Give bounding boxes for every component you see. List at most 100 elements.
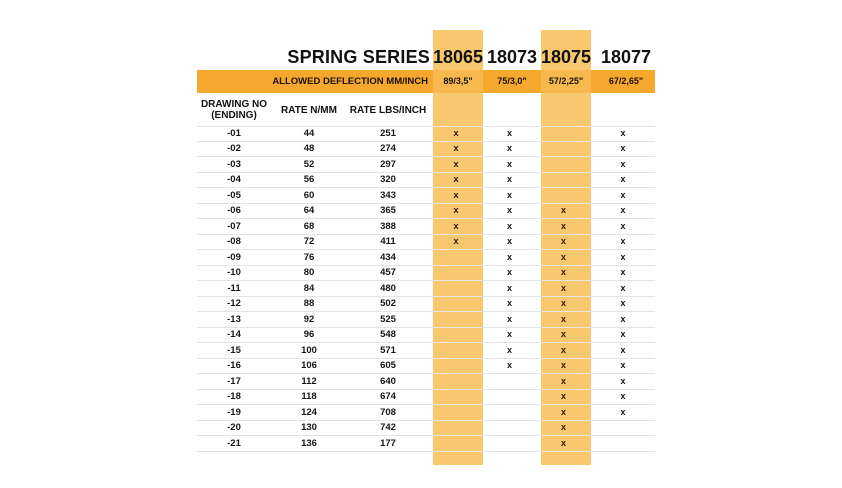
mark-cell-18075: x	[560, 298, 566, 309]
mark-cell-18073: x	[506, 158, 512, 169]
mark-cell-18077: x	[620, 298, 626, 309]
drawing-no-cell: -20	[227, 422, 241, 433]
mark-cell-18065: x	[453, 128, 459, 139]
mark-cell-18073: x	[506, 236, 512, 247]
mark-cell-18075: x	[560, 282, 566, 293]
rate-lbs-cell: 480	[380, 282, 396, 294]
deflection-banner-label: ALLOWED DEFLECTION MM/INCH	[272, 76, 428, 87]
mark-cell-18073: x	[506, 143, 512, 154]
mark-cell-18075: x	[560, 236, 566, 247]
mark-cell-18077: x	[620, 406, 626, 417]
rate-lbs-cell: 343	[380, 189, 396, 201]
rate-nmm-cell: 76	[303, 251, 315, 263]
mark-cell-18075: x	[560, 422, 566, 433]
mark-cell-18075: x	[560, 251, 566, 262]
drawing-no-cell: -06	[227, 205, 241, 216]
series-label-18077: 18077	[600, 47, 652, 67]
table-row: -15 100 571 x x x	[197, 343, 655, 359]
table-row: -13 92 525 x x x	[197, 312, 655, 328]
table-row: -16 106 605 x x x	[197, 359, 655, 374]
drawing-no-cell: -10	[227, 267, 241, 278]
series-label-18065: 18065	[432, 47, 484, 67]
mark-cell-18077: x	[620, 360, 626, 371]
mark-cell-18073: x	[506, 360, 512, 371]
mark-cell-18075: x	[560, 391, 566, 402]
table-row: -21 136 177 x	[197, 436, 655, 452]
rate-lbs-cell: 434	[380, 251, 396, 263]
rate-lbs-cell: 640	[380, 375, 396, 387]
rate-nmm-cell: 52	[303, 158, 315, 170]
rate-nmm-cell: 124	[301, 406, 317, 418]
rate-nmm-cell: 130	[301, 422, 317, 433]
mark-cell-18073: x	[506, 220, 512, 231]
mark-cell-18077: x	[620, 158, 626, 169]
column-header-row: DRAWING NO (ENDING) RATE N/MM RATE LBS/I…	[197, 94, 655, 126]
table-row: -11 84 480 x x x	[197, 281, 655, 297]
rate-lbs-cell: 548	[380, 329, 396, 340]
rate-lbs-cell: 571	[380, 344, 396, 356]
mark-cell-18065: x	[453, 236, 459, 247]
table-title: SPRING SERIES	[287, 47, 430, 67]
mark-cell-18065: x	[453, 189, 459, 200]
rate-lbs-cell: 502	[380, 298, 396, 309]
banner-highlight-18065	[433, 70, 483, 93]
table-row: -08 72 411 x x x x	[197, 235, 655, 250]
rate-nmm-cell: 112	[301, 375, 317, 387]
rate-lbs-cell: 674	[380, 391, 396, 402]
rate-lbs-cell: 605	[380, 360, 396, 371]
table-row: -17 112 640 x x	[197, 374, 655, 390]
table-row: -12 88 502 x x x	[197, 297, 655, 312]
mark-cell-18077: x	[620, 205, 626, 216]
rate-lbs-cell: 274	[380, 143, 396, 154]
drawing-no-cell: -21	[227, 437, 241, 449]
mark-cell-18077: x	[620, 251, 626, 262]
mark-cell-18065: x	[453, 174, 459, 185]
rate-lbs-cell: 251	[380, 128, 396, 139]
mark-cell-18073: x	[506, 189, 512, 200]
rate-lbs-cell: 365	[380, 205, 396, 216]
series-label-18075: 18075	[540, 47, 592, 67]
rate-lbs-cell: 411	[380, 236, 396, 247]
table-row: -10 80 457 x x x	[197, 266, 655, 281]
rate-nmm-cell: 84	[303, 282, 315, 294]
drawing-no-cell: -11	[227, 282, 241, 294]
drawing-no-cell: -09	[227, 251, 241, 263]
mark-cell-18077: x	[620, 174, 626, 185]
rate-lbs-cell: 525	[380, 313, 396, 325]
rate-nmm-cell: 100	[301, 344, 317, 356]
drawing-no-cell: -15	[227, 344, 241, 356]
table-row: -04 56 320 x x x	[197, 173, 655, 188]
mark-cell-18065: x	[453, 158, 459, 169]
mark-cell-18075: x	[560, 375, 566, 386]
rate-nmm-cell: 72	[303, 236, 315, 247]
table-row: -03 52 297 x x x	[197, 157, 655, 173]
mark-cell-18077: x	[620, 344, 626, 355]
series-header-row: SPRING SERIES 18065 18073 18075 18077	[197, 45, 655, 69]
table-row: -07 68 388 x x x x	[197, 219, 655, 235]
drawing-no-cell: -02	[227, 143, 241, 154]
drawing-no-cell: -17	[227, 375, 241, 387]
drawing-no-cell: -14	[227, 329, 241, 340]
deflection-value-18077: 67/2,65"	[608, 76, 644, 86]
drawing-no-cell: -07	[227, 220, 241, 232]
banner-highlight-18075	[541, 70, 591, 93]
drawing-no-cell: -04	[227, 174, 241, 185]
mark-cell-18075: x	[560, 220, 566, 231]
rate-nmm-cell: 96	[303, 329, 315, 340]
table-row: -14 96 548 x x x	[197, 328, 655, 343]
mark-cell-18073: x	[506, 128, 512, 139]
mark-cell-18077: x	[620, 329, 626, 340]
rate-nmm-cell: 106	[301, 360, 317, 371]
rate-nmm-cell: 48	[303, 143, 315, 154]
drawing-no-cell: -03	[227, 158, 241, 170]
rate-lbs-cell: 388	[380, 220, 396, 232]
rate-lbs-cell: 708	[380, 406, 396, 418]
mark-cell-18077: x	[620, 391, 626, 402]
mark-cell-18075: x	[560, 313, 566, 324]
rate-nmm-cell: 92	[303, 313, 315, 325]
drawing-no-cell: -18	[227, 391, 241, 402]
rate-nmm-cell: 88	[303, 298, 315, 309]
mark-cell-18073: x	[506, 344, 512, 355]
mark-cell-18073: x	[506, 174, 512, 185]
